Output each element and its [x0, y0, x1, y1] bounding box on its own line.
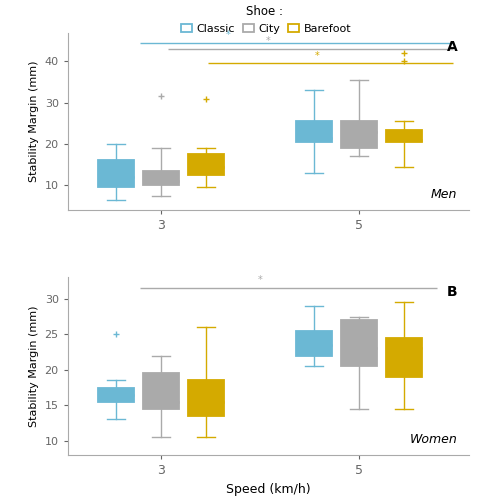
Text: Men: Men — [431, 188, 457, 201]
PathPatch shape — [98, 160, 134, 188]
PathPatch shape — [386, 130, 422, 142]
Text: *: * — [258, 274, 263, 284]
Legend: Classic, City, Barefoot: Classic, City, Barefoot — [179, 3, 353, 36]
X-axis label: Speed (km/h): Speed (km/h) — [227, 482, 311, 496]
Text: B: B — [447, 284, 457, 298]
Text: Women: Women — [409, 433, 457, 446]
Text: *: * — [226, 30, 231, 40]
Text: *: * — [315, 50, 319, 60]
Y-axis label: Stability Margin (mm): Stability Margin (mm) — [29, 60, 39, 182]
Y-axis label: Stability Margin (mm): Stability Margin (mm) — [29, 306, 39, 427]
PathPatch shape — [341, 122, 377, 148]
PathPatch shape — [341, 320, 377, 366]
PathPatch shape — [296, 122, 332, 142]
PathPatch shape — [386, 338, 422, 377]
PathPatch shape — [296, 330, 332, 355]
Text: *: * — [266, 36, 271, 46]
PathPatch shape — [143, 374, 179, 409]
PathPatch shape — [143, 171, 179, 186]
PathPatch shape — [98, 388, 134, 402]
PathPatch shape — [188, 154, 224, 175]
Text: A: A — [447, 40, 457, 54]
PathPatch shape — [188, 380, 224, 416]
